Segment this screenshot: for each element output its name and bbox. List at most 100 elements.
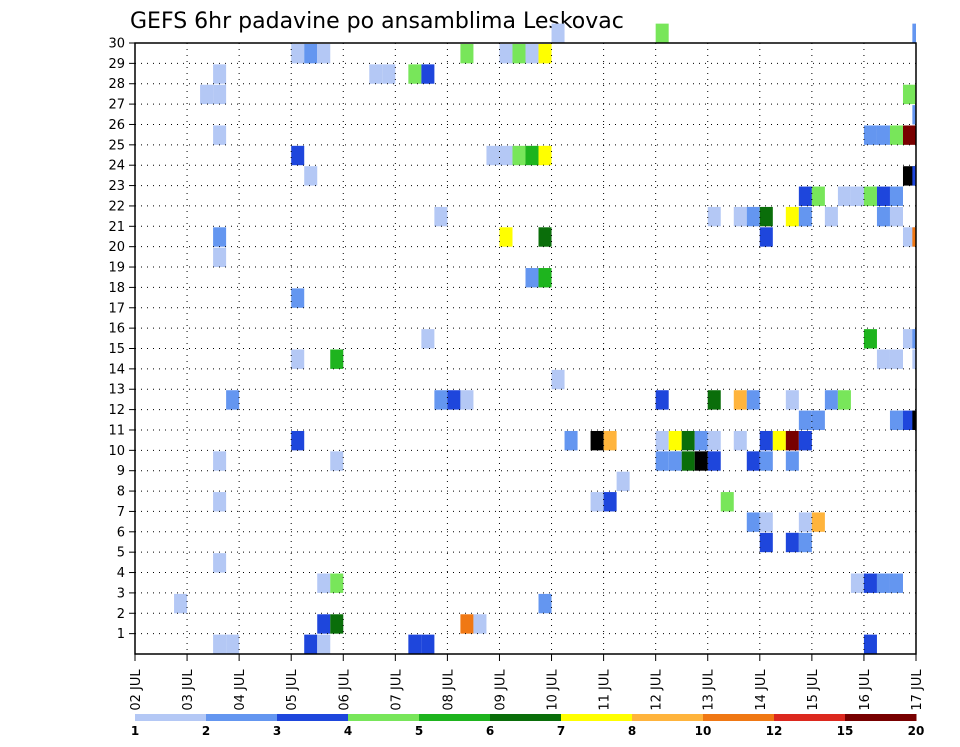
heatmap-cell [759, 206, 773, 227]
heatmap-cell [213, 247, 227, 268]
heatmap-cell [382, 64, 396, 84]
grid-lines [135, 43, 916, 654]
heatmap-cell [837, 186, 851, 206]
heatmap-cell [499, 227, 513, 247]
heatmap-cell [603, 430, 617, 451]
legend-swatch [632, 714, 704, 721]
y-tick-label: 4 [117, 566, 125, 581]
legend-label: 5 [415, 724, 423, 738]
heatmap-cell [668, 451, 682, 471]
heatmap-cell [330, 614, 344, 634]
legend-swatch [845, 714, 917, 721]
x-tick-label: 11 JUL [598, 669, 613, 711]
heatmap-cell [525, 145, 539, 166]
heatmap-cell [863, 186, 877, 206]
y-tick-label: 27 [108, 98, 125, 113]
heatmap-cell [720, 492, 734, 512]
x-tick-label: 10 JUL [546, 669, 561, 711]
heatmap-cell [304, 166, 318, 186]
heatmap-cell [798, 532, 812, 553]
heatmap-cell [772, 430, 786, 451]
heatmap-cell [655, 390, 669, 410]
heatmap-cell [759, 430, 773, 451]
heatmap-cell [912, 227, 916, 247]
heatmap-cell [876, 573, 890, 593]
x-tick-label: 07 JUL [389, 669, 404, 711]
legend-label: 4 [344, 724, 352, 738]
heatmap-cell [538, 268, 552, 288]
heatmap-cell [746, 512, 760, 532]
heatmap-cell [876, 349, 890, 369]
x-axis: 02 JUL 03 JUL 04 JUL 05 JUL 06 JUL 07 JUL 08 J… [129, 654, 925, 711]
heatmap-cell [912, 23, 916, 43]
heatmap-cell [850, 573, 864, 593]
y-tick-label: 25 [108, 138, 125, 153]
heatmap-cell [876, 186, 890, 206]
heatmap-cell [655, 23, 669, 43]
heatmap-cell [564, 430, 578, 451]
y-tick-label: 1 [117, 627, 125, 642]
heatmap-cell [785, 532, 799, 553]
y-tick-label: 30 [108, 37, 125, 52]
y-tick-label: 26 [108, 118, 125, 133]
x-tick-label: 17 JUL [910, 669, 925, 711]
heatmap-cell [759, 512, 773, 532]
x-tick-label: 14 JUL [754, 669, 769, 711]
heatmap-cell [889, 349, 903, 369]
heatmap-cell [912, 166, 916, 186]
heatmap-cell [460, 44, 474, 64]
heatmap-cell [213, 84, 227, 105]
y-tick-label: 19 [108, 261, 125, 276]
heatmap-cell [434, 390, 448, 410]
y-tick-label: 5 [117, 546, 125, 561]
heatmap-cell [863, 634, 877, 654]
y-tick-label: 2 [117, 607, 125, 622]
heatmap-cell [759, 227, 773, 247]
heatmap-cell [538, 227, 552, 247]
heatmap-cell [291, 288, 305, 308]
heatmap-cell [213, 227, 227, 247]
heatmap-cell [912, 410, 916, 430]
heatmap-cell [538, 44, 552, 64]
heatmap-cell [785, 206, 799, 227]
heatmap-cell [694, 430, 708, 451]
legend-label: 12 [766, 724, 783, 738]
heatmap-cell [707, 430, 721, 451]
x-tick-label: 06 JUL [337, 669, 352, 711]
heatmap-cell [304, 634, 318, 654]
heatmap-cell [798, 430, 812, 451]
y-tick-label: 6 [117, 525, 125, 540]
heatmap-cell [499, 44, 513, 64]
heatmap-cell [213, 451, 227, 471]
heatmap-cell [733, 430, 747, 451]
heatmap-cell [551, 23, 565, 43]
heatmap-cell [213, 553, 227, 573]
y-tick-label: 24 [108, 159, 125, 174]
heatmap-cell [408, 634, 422, 654]
heatmap-cell [798, 186, 812, 206]
heatmap-cell [174, 593, 188, 614]
heatmap-cell [912, 349, 916, 369]
legend-swatch [490, 714, 562, 721]
heatmap-cell [733, 390, 747, 410]
color-legend: 1 2 3 4 5 6 7 8 10 12 15 20 [131, 714, 924, 738]
heatmap-cell [889, 125, 903, 145]
heatmap-cell [889, 206, 903, 227]
heatmap-cell [200, 84, 214, 105]
heatmap-cell [213, 492, 227, 512]
heatmap-cell [759, 532, 773, 553]
heatmap-cell [226, 634, 240, 654]
heatmap-cell [746, 206, 760, 227]
y-tick-label: 14 [108, 362, 125, 377]
heatmap-cell [694, 451, 708, 471]
y-tick-label: 28 [108, 77, 125, 92]
heatmap-cell [798, 410, 812, 430]
y-tick-label: 21 [108, 220, 125, 235]
x-tick-label: 16 JUL [858, 669, 873, 711]
heatmap-cell [863, 125, 877, 145]
heatmap-cell [707, 390, 721, 410]
heatmap-cell [512, 44, 526, 64]
heatmap-cell [317, 573, 331, 593]
